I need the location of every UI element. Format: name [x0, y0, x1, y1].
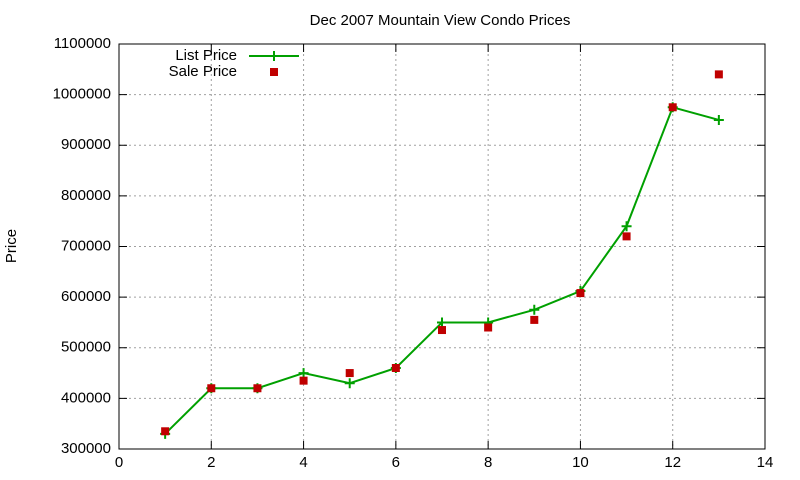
y-tick-label: 700000	[61, 237, 111, 254]
data-point	[484, 323, 493, 332]
data-point	[298, 368, 309, 379]
data-point	[161, 427, 170, 436]
x-tick-label: 12	[664, 454, 681, 471]
data-point	[713, 114, 724, 125]
data-point	[207, 384, 216, 393]
y-tick-label: 1000000	[53, 86, 111, 103]
data-point	[438, 326, 446, 335]
data-point	[622, 232, 631, 241]
y-tick-label: 800000	[61, 187, 111, 204]
data-point	[668, 103, 677, 112]
y-tick-label: 600000	[61, 288, 111, 305]
series-line	[164, 106, 720, 435]
x-tick-label: 14	[757, 454, 774, 471]
y-tick-label: 900000	[61, 136, 111, 153]
y-tick-label: 500000	[61, 339, 111, 356]
y-tick-label: 400000	[61, 389, 111, 406]
data-point	[576, 289, 585, 298]
data-point	[299, 376, 308, 385]
data-point	[714, 70, 723, 79]
legend-label: Sale Price	[169, 63, 237, 80]
x-tick-label: 8	[484, 454, 492, 471]
data-point	[345, 369, 354, 378]
x-tick-label: 10	[572, 454, 589, 471]
legend-label: List Price	[175, 47, 237, 64]
y-tick-label: 300000	[61, 440, 111, 457]
chart-title: Dec 2007 Mountain View Condo Prices	[310, 12, 571, 29]
data-point	[621, 221, 632, 232]
data-point	[437, 317, 447, 328]
x-tick-label: 4	[299, 454, 307, 471]
data-point	[344, 378, 355, 389]
legend-marker	[269, 51, 279, 61]
y-tick-label: 1100000	[54, 35, 111, 52]
plot-frame	[118, 43, 766, 450]
data-point	[530, 315, 539, 324]
y-axis-label: Price	[3, 229, 20, 263]
data-point	[529, 304, 540, 315]
x-tick-label: 2	[207, 454, 215, 471]
data-point	[253, 384, 262, 393]
x-tick-label: 0	[115, 454, 123, 471]
x-tick-label: 6	[392, 454, 400, 471]
data-point	[391, 364, 400, 372]
legend-marker	[270, 68, 278, 76]
